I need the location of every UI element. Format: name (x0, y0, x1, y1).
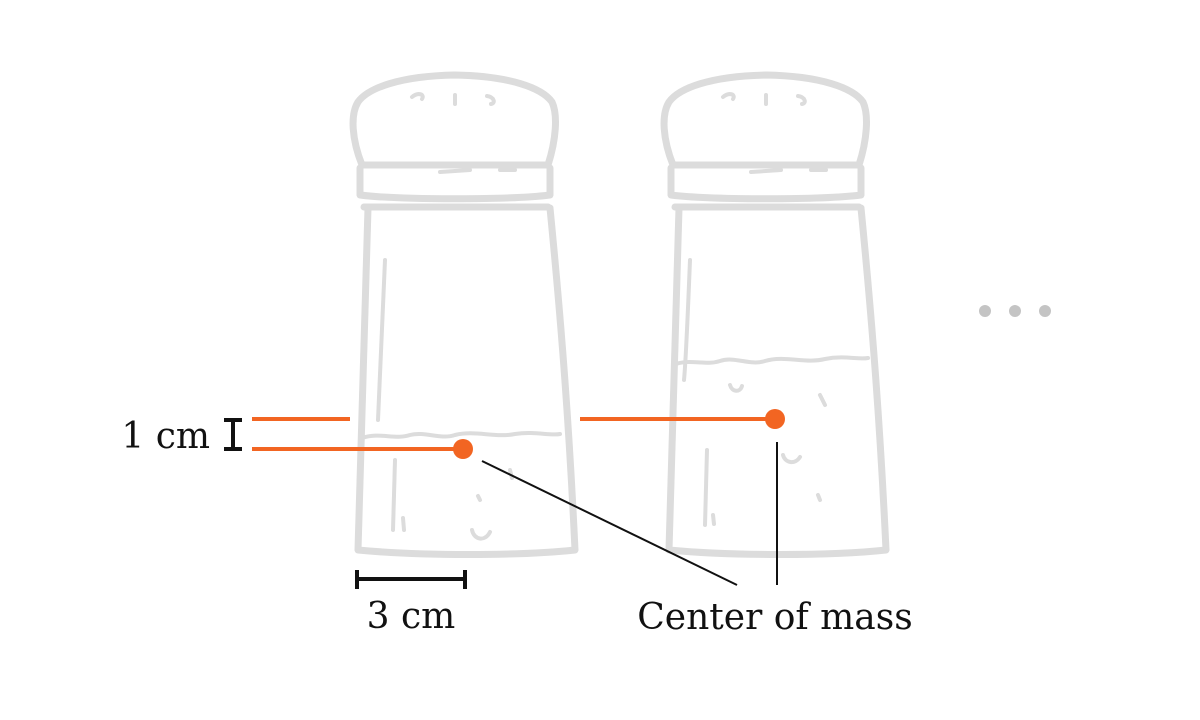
center-of-mass-dot-1 (453, 439, 473, 459)
width-scale-label: 3 cm (367, 596, 456, 637)
center-of-mass-label: Center of mass (637, 597, 912, 638)
height-scale-bar (224, 418, 242, 451)
salt-shaker-2-icon (660, 71, 890, 558)
width-scale-bar (355, 570, 467, 589)
ellipsis-icon (979, 305, 1051, 317)
salt-shaker-1-icon (349, 71, 579, 558)
height-scale-label: 1 cm (121, 416, 210, 457)
center-of-mass-dot-2 (765, 409, 785, 429)
leader-line-1 (481, 460, 738, 586)
